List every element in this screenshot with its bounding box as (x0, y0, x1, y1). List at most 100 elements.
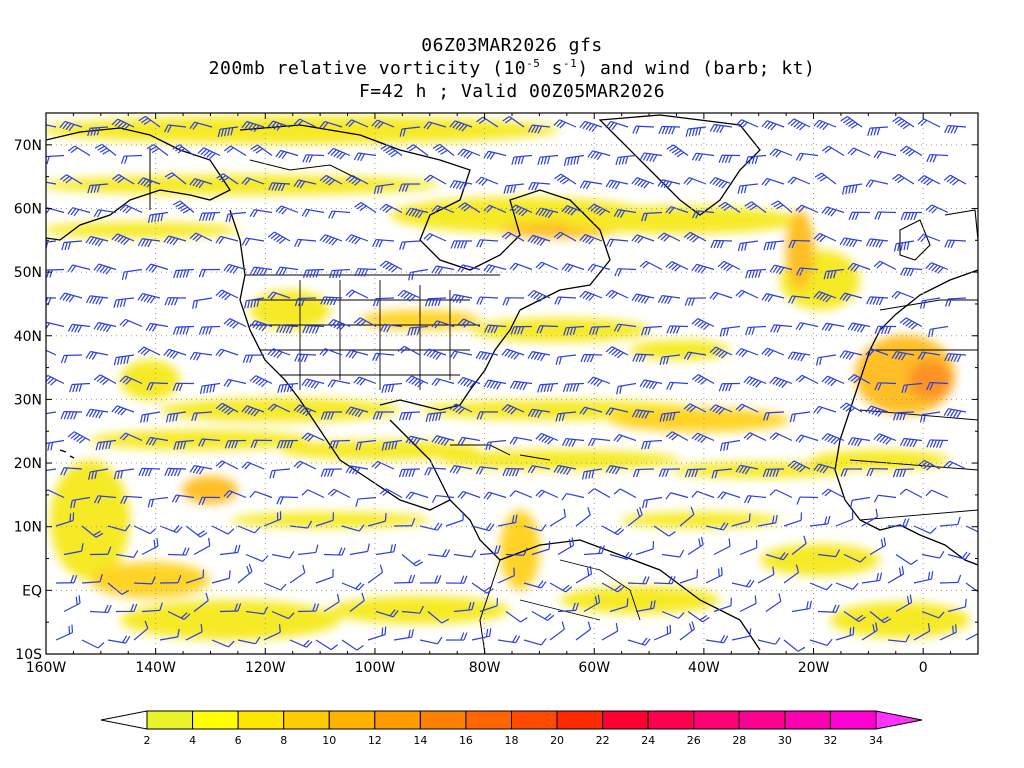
wind-barb (743, 376, 767, 388)
wind-barb (745, 268, 767, 279)
wind-barb (814, 172, 837, 185)
wind-barb (372, 297, 395, 307)
wind-barb (615, 154, 637, 166)
colorbar-label: 32 (823, 734, 837, 747)
wind-barb (327, 147, 351, 160)
wind-barb (684, 468, 707, 478)
wind-barb (189, 121, 213, 130)
colorbar-label: 4 (189, 734, 196, 747)
wind-barb (939, 624, 957, 641)
wind-barb (787, 460, 811, 473)
wind-barb (345, 289, 369, 299)
wind-barb (709, 176, 733, 189)
wind-barb (631, 409, 655, 419)
wind-barb (835, 511, 854, 527)
wind-barb (372, 352, 395, 362)
wind-barb (46, 181, 57, 185)
wind-barb (683, 403, 707, 413)
wind-barb (899, 437, 923, 448)
wind-barb (821, 488, 845, 499)
wind-barb (485, 439, 507, 451)
wind-barb (861, 508, 879, 527)
wind-barb (423, 121, 447, 130)
wind-barb (666, 144, 689, 158)
wind-barb (189, 351, 213, 361)
longitude-label: 100W (355, 660, 396, 676)
wind-barb (67, 431, 91, 444)
wind-barb (891, 350, 915, 361)
wind-barb (658, 125, 681, 135)
wind-barb (293, 179, 317, 189)
longitude-label: 120W (245, 660, 286, 676)
wind-barb (865, 348, 889, 357)
wind-barb (821, 206, 845, 217)
wind-barb (85, 235, 109, 247)
wind-barbs (46, 115, 978, 652)
wind-barb (657, 294, 681, 305)
wind-barb (215, 460, 239, 470)
wind-barb (164, 172, 187, 185)
wind-barb (88, 468, 109, 480)
wind-barb (198, 438, 221, 447)
wind-barb (709, 346, 733, 359)
wind-barb (367, 513, 387, 527)
colorbar-segment (283, 710, 330, 730)
wind-barb (605, 238, 629, 248)
colorbar-segment (374, 710, 421, 730)
wind-barb (329, 268, 351, 279)
wind-barb (93, 209, 117, 218)
wind-barb (709, 123, 733, 134)
wind-barb (944, 239, 967, 248)
wind-barb (685, 126, 707, 137)
wind-barb (717, 260, 741, 272)
map-title: 06Z03MAR2026 gfs 200mb relative vorticit… (0, 34, 1024, 103)
colorbar-label: 26 (687, 734, 701, 747)
wind-barb (263, 582, 287, 591)
wind-barb (691, 432, 715, 444)
wind-barb (627, 637, 651, 646)
wind-barb (815, 354, 837, 366)
wind-barb (821, 433, 845, 445)
wind-barb (408, 268, 429, 281)
wind-barb (757, 566, 775, 584)
colorbar-segment (237, 710, 285, 730)
wind-barb (705, 634, 729, 644)
wind-barb (193, 592, 209, 612)
wind-barb (737, 183, 759, 194)
wind-barb (250, 144, 273, 156)
wind-barb (198, 211, 221, 222)
wind-barb (718, 382, 741, 392)
wind-barb (892, 116, 915, 130)
wind-barb (605, 289, 629, 300)
wind-barb (241, 177, 265, 186)
wind-barb (919, 297, 941, 309)
wind-barb (294, 297, 317, 307)
wind-barb (189, 178, 213, 189)
wind-barb (821, 375, 845, 387)
wind-barb (735, 347, 759, 358)
wind-barb (372, 238, 395, 248)
wind-barb (866, 296, 889, 306)
wind-barb (133, 525, 157, 535)
colorbar-label: 30 (778, 734, 792, 747)
wind-barb (354, 201, 377, 213)
wind-barb (371, 460, 395, 470)
wind-barb (679, 569, 698, 584)
wind-barb (267, 348, 291, 359)
colorbar-label: 6 (235, 734, 242, 747)
wind-barb (55, 624, 74, 641)
wind-barb (250, 439, 273, 448)
wind-barb (419, 575, 442, 584)
colorbar-segment (738, 710, 786, 730)
wind-barb (632, 468, 655, 478)
wind-barb (319, 348, 343, 357)
wind-barb (46, 468, 57, 472)
wind-barb (81, 639, 105, 649)
wind-barb (945, 297, 967, 307)
wind-barb (731, 628, 752, 641)
wind-barb (457, 490, 481, 500)
wind-barb (919, 411, 941, 423)
wind-barb (679, 621, 695, 641)
wind-barb (605, 120, 629, 131)
wind-barb (294, 353, 317, 363)
